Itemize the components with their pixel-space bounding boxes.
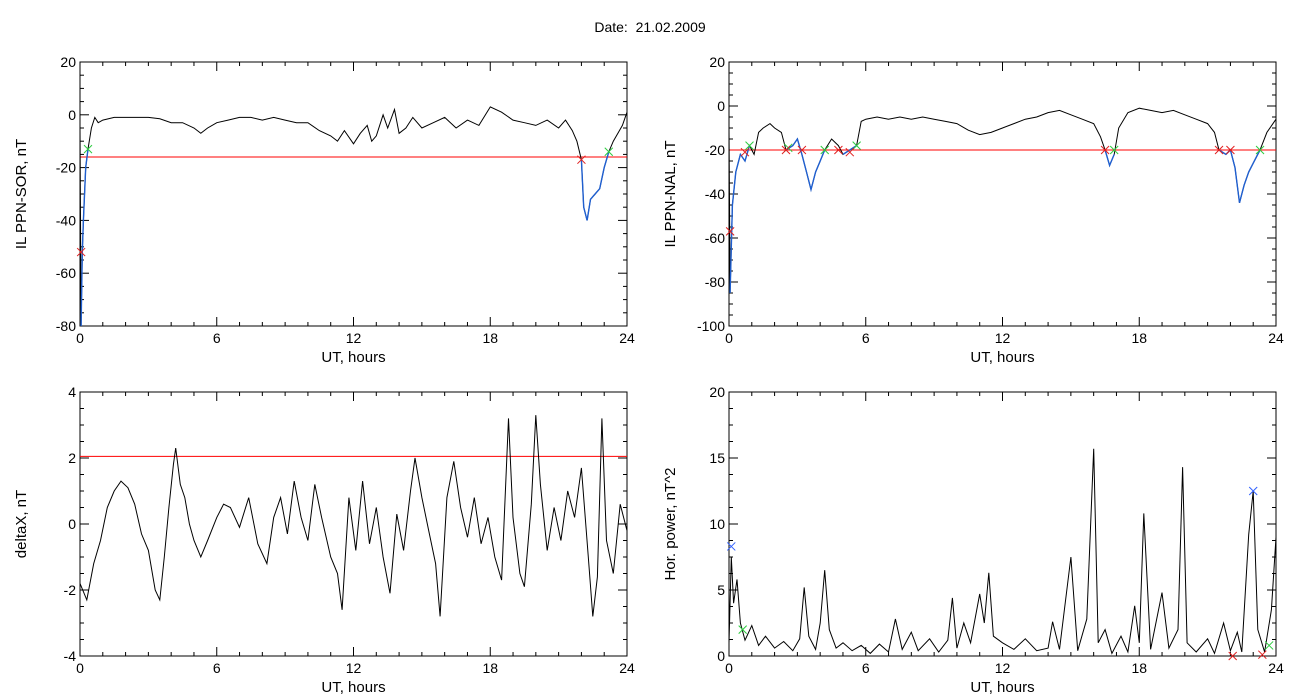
event-peak-marker: [1248, 486, 1258, 496]
y-tick-label: 10: [709, 516, 725, 532]
event-end-marker: [797, 145, 807, 155]
event-start-marker: [604, 147, 614, 157]
event-end-marker: [1226, 145, 1235, 155]
x-axis-label: UT, hours: [321, 349, 385, 366]
x-axis-label: UT, hours: [970, 679, 1034, 696]
event-start-marker: [745, 141, 754, 150]
y-tick-label: -60: [56, 265, 76, 281]
data-series-line: [79, 415, 628, 617]
y-tick-label: 0: [68, 516, 76, 532]
y-tick-label: 20: [709, 384, 725, 400]
y-tick-label: -40: [56, 212, 76, 228]
x-tick-label: 12: [346, 660, 362, 676]
x-tick-label: 24: [619, 660, 635, 676]
figure-title: Date: 21.02.2009: [594, 19, 706, 35]
data-series-line: [728, 107, 1277, 294]
x-tick-label: 12: [995, 660, 1011, 676]
y-tick-label: -20: [56, 160, 76, 176]
event-end-marker: [845, 147, 855, 157]
x-tick-label: 24: [1268, 660, 1284, 676]
event-end-marker: [1228, 651, 1238, 661]
event-start-marker: [738, 625, 748, 634]
y-axis-label: Hor. power, nT^2: [662, 468, 679, 581]
x-tick-label: 18: [1131, 660, 1147, 676]
y-tick-label: 4: [68, 384, 76, 400]
event-end-marker: [740, 147, 750, 157]
y-tick-label: -20: [705, 142, 725, 158]
event-start-marker: [1255, 145, 1265, 155]
event-segment-line: [785, 137, 826, 193]
x-tick-label: 18: [482, 330, 498, 346]
event-start-marker: [820, 145, 830, 155]
y-tick-label: -100: [697, 318, 725, 334]
event-start-marker: [83, 144, 93, 154]
y-tick-label: -2: [64, 582, 77, 598]
event-end-marker: [1100, 145, 1110, 155]
event-segment-line: [580, 151, 610, 221]
x-tick-label: 24: [619, 330, 635, 346]
event-segment-line: [729, 145, 751, 294]
y-tick-label: -60: [705, 230, 725, 246]
y-axis-label: IL PPN-NAL, nT: [662, 141, 679, 248]
x-tick-label: 0: [76, 660, 84, 676]
x-tick-label: 12: [995, 330, 1011, 346]
event-end-marker: [725, 227, 735, 236]
y-tick-label: 0: [717, 98, 725, 114]
data-series-line: [728, 448, 1277, 655]
y-tick-label: 2: [68, 450, 76, 466]
x-tick-label: 0: [725, 660, 733, 676]
event-segment-line: [842, 145, 857, 155]
x-tick-label: 0: [76, 330, 84, 346]
y-axis-label: deltaX, nT: [13, 490, 30, 558]
x-tick-label: 12: [346, 330, 362, 346]
event-end-marker: [577, 155, 586, 165]
event-start-marker: [1109, 145, 1119, 155]
y-tick-label: -4: [64, 648, 77, 664]
event-end-marker: [76, 247, 86, 257]
plot-frame: [728, 391, 1277, 657]
event-peak-marker: [726, 542, 736, 551]
x-tick-label: 6: [862, 330, 870, 346]
event-end-marker: [1214, 145, 1224, 155]
x-tick-label: 24: [1268, 330, 1284, 346]
x-tick-label: 6: [213, 660, 221, 676]
event-start-marker: [1264, 641, 1274, 650]
event-segment-line: [80, 149, 89, 327]
y-tick-label: 5: [717, 582, 725, 598]
x-axis-label: UT, hours: [321, 679, 385, 696]
y-tick-label: -40: [705, 186, 725, 202]
x-tick-label: 0: [725, 330, 733, 346]
y-tick-label: -80: [705, 274, 725, 290]
y-tick-label: 15: [709, 450, 725, 466]
y-tick-label: 20: [709, 54, 725, 70]
event-start-marker: [852, 141, 861, 150]
event-segment-line: [1104, 149, 1115, 168]
x-tick-label: 6: [213, 330, 221, 346]
x-axis-label: UT, hours: [970, 349, 1034, 366]
y-axis-label: IL PPN-SOR, nT: [13, 139, 30, 249]
event-end-marker: [834, 145, 843, 155]
x-tick-label: 18: [1131, 330, 1147, 346]
event-end-marker: [781, 145, 791, 155]
data-series-line: [79, 106, 628, 327]
x-tick-label: 18: [482, 660, 498, 676]
event-end-marker: [1257, 650, 1267, 660]
y-tick-label: 20: [60, 54, 76, 70]
x-tick-label: 6: [862, 660, 870, 676]
y-tick-label: 0: [68, 107, 76, 123]
y-tick-label: 0: [717, 648, 725, 664]
y-tick-label: -80: [56, 318, 76, 334]
